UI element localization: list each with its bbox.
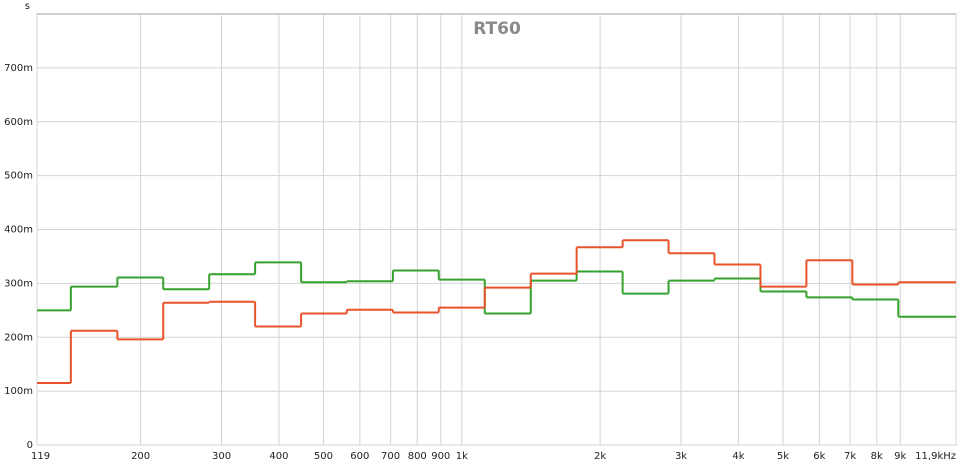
x-tick-label: 9k (894, 451, 906, 462)
x-tick-label: 4k (732, 451, 744, 462)
y-tick-label: 100m (4, 386, 33, 397)
x-tick-label: 700 (381, 451, 400, 462)
x-tick-label: 600 (350, 451, 369, 462)
x-tick-label: 200 (131, 451, 150, 462)
y-tick-label: 700m (4, 63, 33, 74)
y-tick-label: 0 (27, 440, 33, 451)
x-tick-label: 800 (408, 451, 427, 462)
x-tick-label: 119 (31, 451, 50, 462)
y-tick-label: 500m (4, 171, 33, 182)
y-tick-label: 400m (4, 225, 33, 236)
x-tick-label: 6k (813, 451, 825, 462)
x-tick-label: 8k (871, 451, 883, 462)
x-tick-label: 900 (431, 451, 450, 462)
y-axis-label: s (25, 1, 30, 12)
x-tick-label: 300 (212, 451, 231, 462)
y-tick-label: 600m (4, 117, 33, 128)
y-tick-label: 300m (4, 278, 33, 289)
x-tick-label: 2k (594, 451, 606, 462)
x-tick-label: 1k (456, 451, 468, 462)
chart-title: RT60 (473, 19, 521, 39)
x-tick-label: 11,9kHz (915, 451, 956, 462)
x-tick-label: 7k (844, 451, 856, 462)
x-tick-label: 3k (675, 451, 687, 462)
x-tick-label: 400 (269, 451, 288, 462)
x-tick-label: 5k (777, 451, 789, 462)
y-tick-label: 200m (4, 332, 33, 343)
x-tick-label: 500 (314, 451, 333, 462)
